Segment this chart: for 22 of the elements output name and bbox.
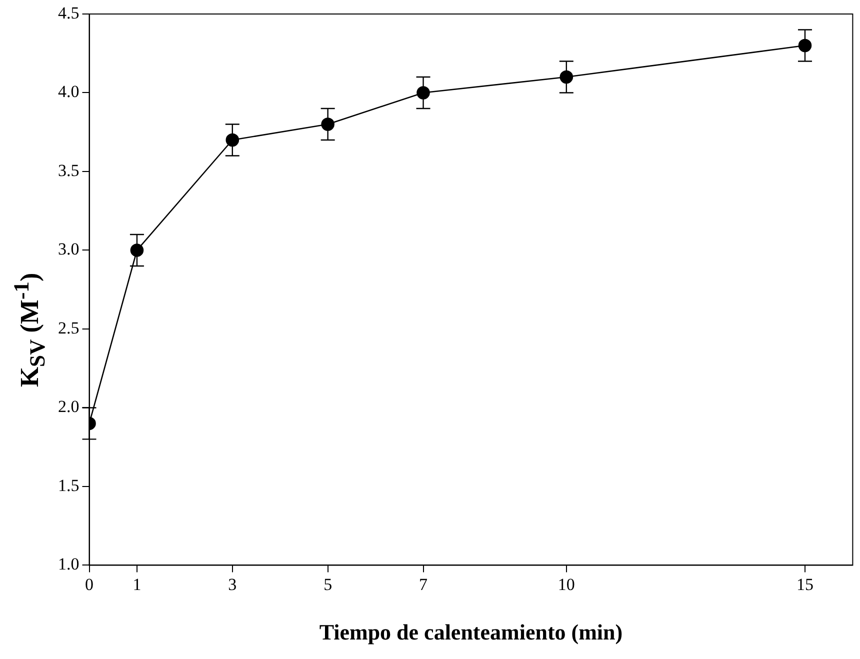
x-tick-label: 7 bbox=[419, 574, 428, 594]
x-axis-title: Tiempo de calenteamiento (min) bbox=[319, 619, 623, 644]
y-tick-label: 3.0 bbox=[58, 240, 80, 259]
point bbox=[416, 86, 430, 100]
y-tick-label: 1.5 bbox=[58, 476, 80, 495]
point bbox=[321, 118, 334, 131]
point bbox=[560, 70, 574, 84]
x-tick-label: 5 bbox=[324, 574, 332, 594]
x-tick-label: 3 bbox=[228, 574, 237, 594]
y-tick-label: 4.5 bbox=[58, 3, 80, 22]
x-tick-label: 1 bbox=[132, 574, 142, 594]
x-tick-label: 15 bbox=[796, 574, 814, 594]
y-tick-label: 2.5 bbox=[58, 318, 80, 338]
x-tick-label: 10 bbox=[558, 574, 575, 594]
point bbox=[130, 244, 144, 257]
y-tick-label: 4.0 bbox=[58, 82, 80, 102]
x-tick-label: 0 bbox=[85, 574, 94, 594]
point bbox=[798, 38, 812, 52]
point bbox=[226, 133, 240, 147]
y-tick-label: 2.0 bbox=[58, 397, 80, 416]
y-tick-label: 1.0 bbox=[58, 554, 80, 574]
y-tick-label: 3.5 bbox=[58, 160, 80, 180]
